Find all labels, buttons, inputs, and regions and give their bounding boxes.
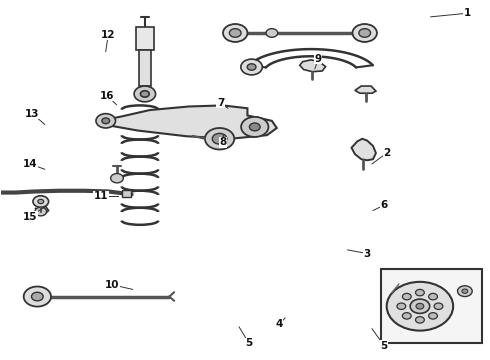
Circle shape: [35, 207, 47, 216]
Circle shape: [241, 59, 262, 75]
Text: 13: 13: [25, 109, 40, 119]
Circle shape: [141, 91, 149, 97]
Circle shape: [402, 312, 411, 319]
Circle shape: [249, 123, 260, 131]
Circle shape: [410, 299, 430, 314]
Text: 11: 11: [94, 191, 108, 201]
Circle shape: [434, 303, 443, 310]
Circle shape: [387, 282, 453, 330]
Text: 1: 1: [464, 8, 471, 18]
Circle shape: [134, 86, 156, 102]
Circle shape: [205, 128, 234, 149]
Circle shape: [241, 117, 269, 137]
Circle shape: [429, 312, 438, 319]
Text: 3: 3: [364, 248, 371, 258]
Circle shape: [429, 293, 438, 300]
Text: 4: 4: [275, 319, 283, 329]
Text: 9: 9: [315, 54, 322, 64]
Text: 10: 10: [105, 280, 120, 290]
Polygon shape: [35, 203, 49, 214]
Circle shape: [229, 29, 241, 37]
Bar: [381, 269, 483, 343]
Bar: [139, 50, 151, 86]
Circle shape: [102, 118, 110, 124]
Circle shape: [111, 174, 123, 183]
Circle shape: [416, 303, 424, 309]
Polygon shape: [355, 86, 376, 93]
Circle shape: [416, 289, 424, 296]
Text: 12: 12: [101, 30, 116, 40]
Circle shape: [24, 287, 51, 307]
Circle shape: [212, 134, 227, 144]
Circle shape: [247, 64, 256, 70]
Circle shape: [223, 24, 247, 42]
Circle shape: [31, 292, 43, 301]
Text: 6: 6: [381, 200, 388, 210]
Circle shape: [33, 196, 49, 207]
Text: 8: 8: [220, 138, 227, 147]
Text: 5: 5: [381, 341, 388, 351]
Text: 5: 5: [245, 338, 252, 348]
Circle shape: [458, 286, 472, 297]
Circle shape: [359, 29, 370, 37]
Polygon shape: [103, 105, 277, 139]
Polygon shape: [300, 60, 326, 72]
Text: 7: 7: [217, 98, 224, 108]
Bar: [122, 190, 131, 197]
Circle shape: [397, 303, 406, 310]
Bar: [136, 27, 154, 50]
Circle shape: [96, 114, 116, 128]
Polygon shape: [351, 139, 376, 160]
Text: 15: 15: [23, 212, 37, 221]
Circle shape: [266, 29, 278, 37]
Text: 14: 14: [23, 159, 37, 169]
Circle shape: [416, 317, 424, 323]
Text: 16: 16: [100, 91, 115, 101]
Circle shape: [462, 289, 468, 293]
Circle shape: [352, 24, 377, 42]
Circle shape: [38, 199, 44, 204]
Text: 2: 2: [383, 148, 391, 158]
Circle shape: [402, 293, 411, 300]
